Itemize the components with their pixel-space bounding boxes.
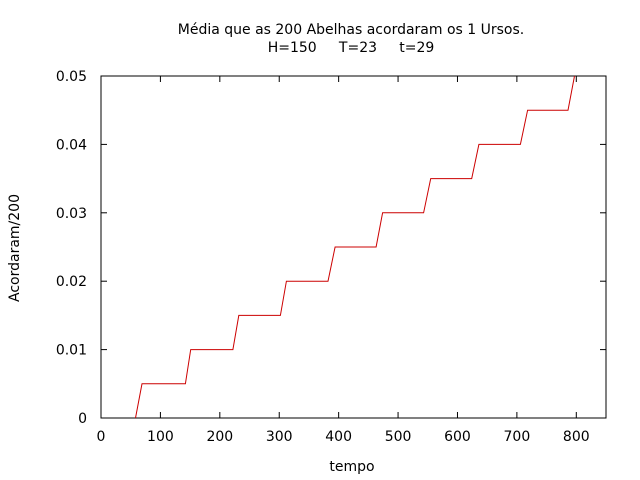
x-tick-label: 600 — [444, 429, 471, 445]
chart-title-line2: H=150 T=23 t=29 — [268, 40, 435, 56]
y-tick-label: 0 — [78, 411, 87, 427]
series-line — [135, 75, 575, 419]
plot-frame — [100, 75, 607, 419]
x-tick-label: 400 — [325, 429, 352, 445]
x-tick-label: 800 — [563, 429, 590, 445]
y-tick-label: 0.02 — [56, 274, 87, 290]
x-tick-label: 300 — [266, 429, 293, 445]
x-tick-label: 200 — [206, 429, 233, 445]
y-tick-label: 0.01 — [56, 343, 87, 359]
y-tick-label: 0.05 — [56, 69, 87, 85]
y-tick-label: 0.03 — [56, 206, 87, 222]
x-tick-label: 500 — [385, 429, 412, 445]
chart-title-line1: Média que as 200 Abelhas acordaram os 1 … — [178, 22, 525, 38]
plot-area: 0 100 200 300 400 500 600 700 800 0 0.01 0.02 0.03 0.… — [56, 69, 607, 445]
y-axis-label: Acordaram/200 — [7, 194, 23, 302]
x-axis-label: tempo — [329, 459, 374, 475]
x-tick-label: 100 — [147, 429, 174, 445]
x-tick-label: 700 — [504, 429, 531, 445]
x-tick-label: 0 — [97, 429, 106, 445]
y-tick-label: 0.04 — [56, 137, 87, 153]
